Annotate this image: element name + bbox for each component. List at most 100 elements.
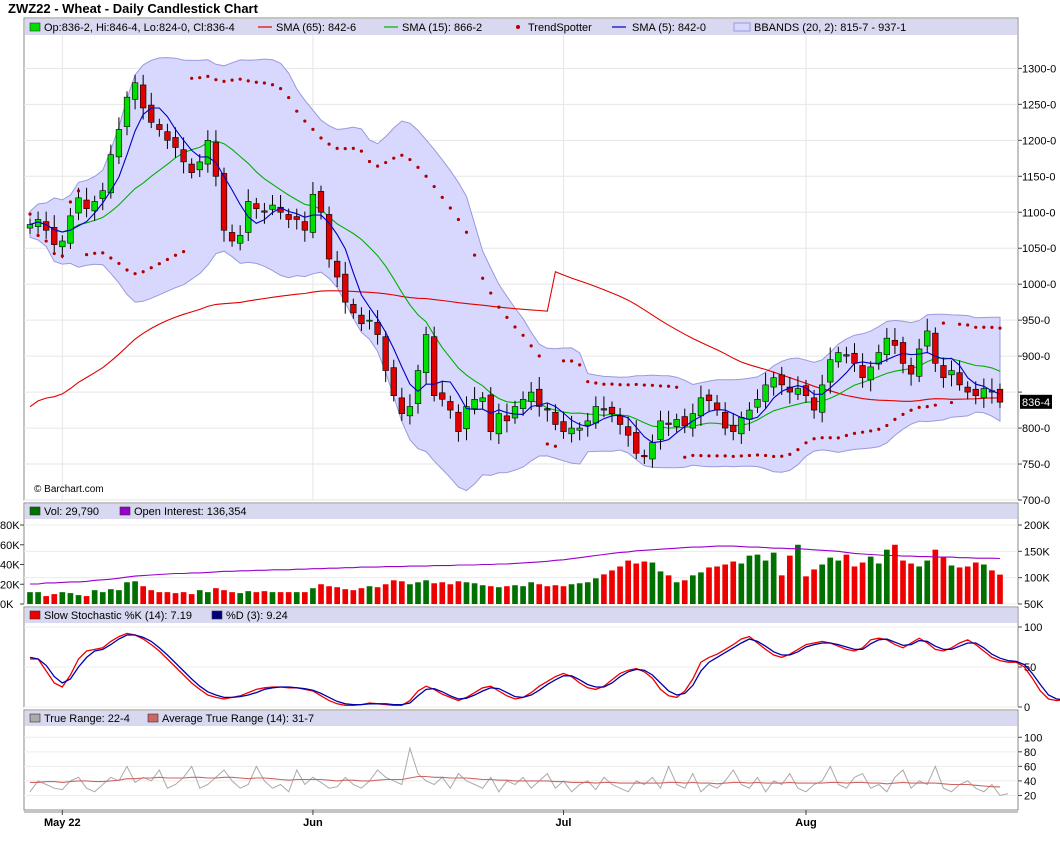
candle-body	[309, 193, 317, 233]
ohlc-swatch	[29, 22, 41, 32]
volume-bar	[318, 584, 324, 604]
volume-bar	[593, 578, 599, 604]
volume-bar	[884, 549, 890, 604]
volume-bar	[972, 562, 979, 604]
candle-body	[83, 199, 90, 209]
trendspotter-dot	[36, 233, 40, 238]
volume-bar	[576, 583, 583, 604]
volume-bar	[819, 564, 825, 604]
candle-body	[794, 388, 802, 395]
price-tick-label: 700-0	[1022, 495, 1050, 507]
trendspotter-dot	[747, 453, 752, 458]
volume-bar	[617, 566, 623, 604]
volume-bar	[892, 544, 898, 604]
volume-bar	[132, 581, 138, 604]
volume-bar	[237, 593, 243, 604]
volume-bar	[932, 549, 939, 604]
candle-body	[964, 386, 971, 393]
candle-body	[891, 340, 899, 346]
volume-bar	[625, 560, 631, 604]
volume-bar	[770, 552, 777, 604]
trendspotter-dot	[561, 359, 566, 363]
trendspotter-dot	[141, 270, 145, 274]
candle-body	[123, 96, 131, 127]
trendspotter-dot	[52, 251, 56, 256]
candle-body	[608, 406, 616, 414]
trendspotter-dot	[755, 453, 760, 457]
volume-bar	[342, 589, 349, 604]
candle-body	[713, 402, 721, 411]
price-tick-label: 1050-0	[1022, 243, 1056, 255]
tr-swatch	[29, 713, 41, 723]
trendspotter-dot	[586, 380, 590, 384]
candle-body	[91, 201, 98, 212]
price-tick-label: 900-0	[1022, 351, 1050, 363]
volume-bar	[455, 581, 462, 604]
volume-bar	[447, 584, 454, 604]
candle-body	[738, 416, 745, 435]
x-tick-label: Aug	[795, 817, 816, 829]
volume-bar	[229, 592, 235, 604]
volume-bar	[940, 556, 947, 604]
x-axis: May 22JunJulAugSepOct	[24, 810, 1018, 829]
candle-body	[479, 397, 486, 402]
volume-bar	[431, 583, 437, 604]
last-price-tag	[1020, 394, 1052, 409]
candle-body	[366, 319, 373, 322]
legend-sma65: SMA (65): 842-6	[276, 22, 356, 34]
trendspotter-dot	[319, 136, 323, 140]
candle-body	[972, 388, 979, 396]
candle-body	[285, 214, 292, 220]
vol-swatch	[29, 506, 41, 516]
volume-bar	[552, 585, 559, 604]
trendspotter-dot	[109, 256, 113, 260]
trendspotter-dot	[917, 405, 921, 409]
stoch-tick-label: 100	[1024, 622, 1042, 634]
candle-body	[681, 416, 688, 427]
candle-body	[228, 232, 236, 242]
volume-bar	[213, 588, 219, 604]
candle-body	[495, 413, 502, 435]
volume-bar	[205, 592, 211, 604]
trendspotter-dot	[254, 80, 258, 84]
candle-body	[439, 392, 446, 400]
trendspotter-dot	[788, 452, 792, 456]
trendspotter-dot	[408, 157, 412, 162]
trendspotter-dot	[464, 230, 469, 234]
volume-bar	[504, 586, 510, 604]
volume-bar	[924, 560, 931, 604]
trendspotter-dot	[181, 250, 186, 254]
legend-sma15: SMA (15): 866-2	[402, 22, 482, 34]
sma5-line	[29, 107, 1001, 444]
candle-body	[705, 394, 713, 402]
trendspotter-dot	[424, 174, 428, 178]
trendspotter-dot	[392, 156, 396, 160]
trendspotter-dot	[836, 436, 840, 440]
price-tick-label: 750-0	[1022, 459, 1050, 471]
trendspotter-dot	[529, 344, 533, 348]
panel-legend-bar	[25, 711, 1017, 726]
trendspotter-dot	[772, 454, 776, 459]
range-tick-label: 40	[1024, 776, 1036, 788]
legend-ohlc: Op:836-2, Hi:846-4, Lo:824-0, Cl:836-4	[44, 22, 235, 34]
candle-body	[778, 374, 785, 386]
legend-atr: Average True Range (14): 31-7	[162, 713, 314, 725]
candle-body	[172, 137, 179, 148]
trendspotter-dot	[578, 363, 582, 367]
trendspotter-dot	[545, 442, 549, 446]
price-tick-label: 1100-0	[1022, 207, 1055, 219]
price-tick-label: 950-0	[1022, 315, 1050, 327]
oi-tick-label: 200K	[1024, 520, 1050, 532]
trendspotter-dot	[76, 189, 81, 193]
trendspotter-dot	[262, 81, 267, 85]
volume-bar	[908, 563, 914, 604]
trendspotter-dot	[715, 454, 719, 458]
volume-bar	[528, 582, 534, 604]
candle-body	[334, 260, 341, 278]
volume-bar	[843, 554, 850, 604]
trendspotter-dot	[658, 384, 663, 388]
trendspotter-dot	[432, 184, 436, 189]
k-swatch	[29, 610, 41, 620]
candle-body	[511, 406, 519, 419]
volume-bar	[116, 590, 122, 604]
